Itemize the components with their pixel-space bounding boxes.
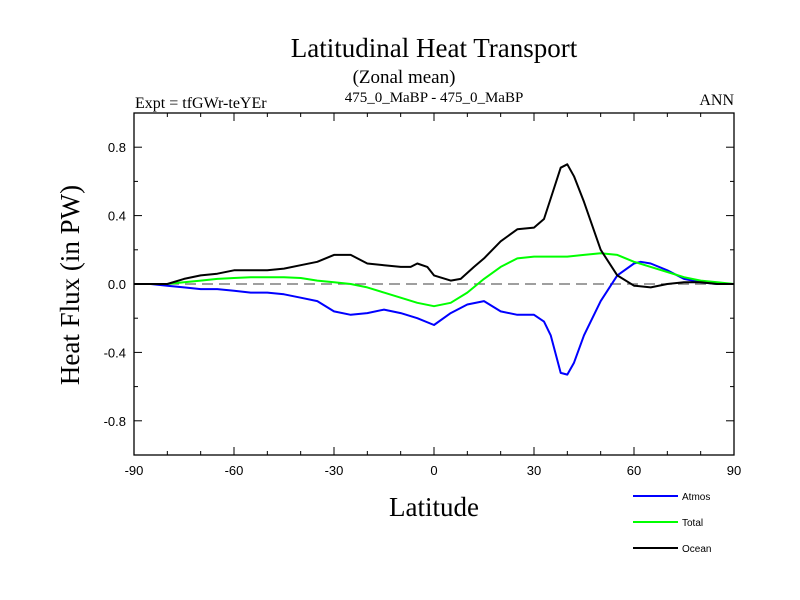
y-tick-label: 0.4 xyxy=(108,209,126,224)
x-axis-label: Latitude xyxy=(389,492,479,522)
legend: Atmos Total Ocean xyxy=(633,492,711,555)
y-tick-label: -0.8 xyxy=(104,414,126,429)
x-tick-label: 90 xyxy=(727,463,741,478)
legend-label-ocean: Ocean xyxy=(682,544,711,555)
experiment-label: Expt = tfGWr-teYEr xyxy=(135,95,267,112)
x-tick-label: -90 xyxy=(125,463,144,478)
x-tick-label: 0 xyxy=(430,463,437,478)
legend-label-atmos: Atmos xyxy=(682,492,710,503)
x-tick-label: 30 xyxy=(527,463,541,478)
x-tick-label: -30 xyxy=(325,463,344,478)
series-group xyxy=(134,163,735,376)
series-line-total xyxy=(134,252,735,308)
legend-label-total: Total xyxy=(682,518,703,529)
series-line-ocean xyxy=(134,163,734,289)
y-axis-label: Heat Flux (in PW) xyxy=(55,185,85,385)
tick-group: -90 -60 -30 0 30 60 90 -0.8 -0.4 0.0 0.4 0.8 xyxy=(104,112,741,478)
x-tick-label: 60 xyxy=(627,463,641,478)
y-tick-label: 0.8 xyxy=(108,140,126,155)
season-label: ANN xyxy=(699,92,734,109)
x-tick-label: -60 xyxy=(225,463,244,478)
period-label: 475_0_MaBP - 475_0_MaBP xyxy=(345,90,524,106)
chart-title: Latitudinal Heat Transport xyxy=(291,33,578,63)
y-tick-label: 0.0 xyxy=(108,277,126,292)
y-tick-label: -0.4 xyxy=(104,345,126,360)
chart-subtitle: (Zonal mean) xyxy=(353,67,456,88)
